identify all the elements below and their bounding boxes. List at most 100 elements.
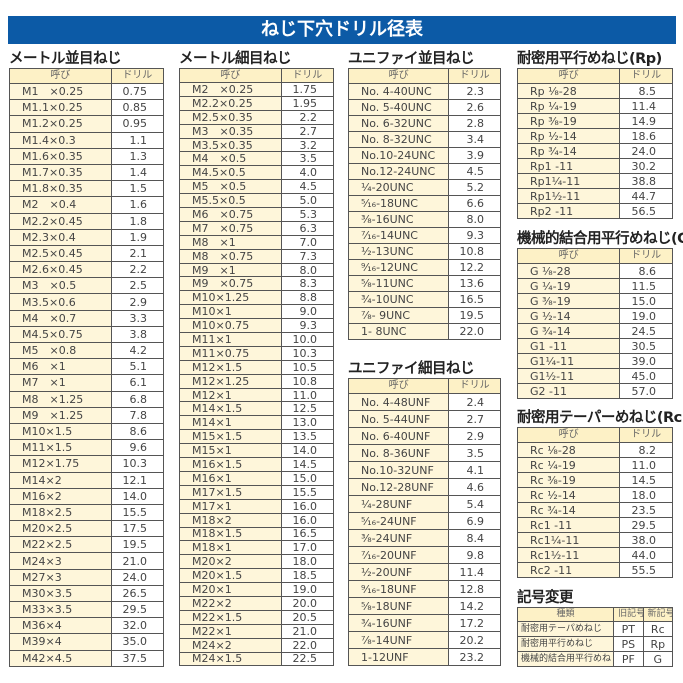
table-row: Rc ³⁄₈-19 14.5 <box>516 472 673 488</box>
table-row: M22×1 21.0 <box>179 623 335 639</box>
nominal-size: G ³⁄₄-14 <box>516 323 621 339</box>
table-row: M16×1.5 14.5 <box>179 457 335 472</box>
nominal-size: Rc ³⁄₄-14 <box>516 502 621 518</box>
nominal-size: M12×1 <box>179 387 282 403</box>
drill-diameter: 6.9 <box>448 512 501 530</box>
table-row: M8 ×1.25 6.8 <box>9 390 165 408</box>
table-row: ³⁄₈-16UNC 8.0 <box>347 211 501 228</box>
nominal-size: Rc ¹⁄₂-14 <box>516 487 621 503</box>
drill-diameter: 26.5 <box>110 584 165 603</box>
nominal-size: M20×1 <box>179 582 282 597</box>
table-row: ⁵⁄₁₆-18UNC 6.6 <box>347 195 501 212</box>
drill-diameter: 9.8 <box>448 546 501 564</box>
table-row: M20×1 19.0 <box>179 582 335 597</box>
section-heading: 機械的結合用平行めねじ(G) <box>517 231 683 247</box>
nominal-size: M1.7×0.35 <box>9 163 112 182</box>
nominal-size: M18×1 <box>179 540 282 556</box>
table-row: ¹⁄₄-28UNF 5.4 <box>347 495 501 513</box>
nominal-size: M1 ×0.25 <box>9 82 112 101</box>
nominal-size: M18×2 <box>179 512 282 528</box>
drill-diameter: 38.0 <box>619 532 673 548</box>
drill-diameter: 3.4 <box>448 131 501 148</box>
drill-diameter: 17.0 <box>280 540 335 556</box>
drill-diameter: 20.0 <box>280 595 335 611</box>
nominal-size: M2.3×0.4 <box>9 228 112 246</box>
nominal-size: ⁹⁄₁₆-18UNF <box>347 580 450 598</box>
table-row: M2.2×0.45 1.8 <box>9 212 165 230</box>
table-row: G ¹⁄₄-19 11.5 <box>516 278 673 294</box>
drill-diameter: 0.95 <box>110 115 165 133</box>
table-row: Rp1 -11 30.2 <box>516 158 673 174</box>
nominal-size: 1-12UNF <box>347 648 450 666</box>
thread-table-section: ユニファイ細目ねじ 呼び ドリル No. 4-48UNF 2.4 No. 5-44UNF… <box>347 361 501 666</box>
nominal-size: M9 ×1 <box>179 262 282 278</box>
nominal-size: M7 ×1 <box>9 374 112 392</box>
nominal-size: M14×1.5 <box>179 401 282 417</box>
nominal-size: M12×1.5 <box>179 359 282 375</box>
nominal-size: No.10-24UNC <box>347 147 450 164</box>
nominal-size: M8 ×1 <box>179 234 282 250</box>
table-row: No. 8-36UNF 3.5 <box>347 444 501 462</box>
nominal-size: ³⁄₈-16UNC <box>347 211 450 228</box>
drill-diameter: 5.2 <box>448 179 501 196</box>
table-header: 呼び ドリル <box>516 68 673 84</box>
table-row: M12×1.75 10.3 <box>9 455 165 473</box>
nominal-size: M22×1.5 <box>179 609 282 625</box>
drill-diameter: 57.0 <box>619 383 673 399</box>
nominal-size: ³⁄₄-10UNC <box>347 291 450 308</box>
nominal-size: M9 ×1.25 <box>9 406 112 424</box>
table-row: M11×1.5 9.6 <box>9 439 165 457</box>
header-drill: ドリル <box>619 68 673 84</box>
drill-diameter: 21.0 <box>110 552 165 570</box>
nominal-size: Rp ¹⁄₈-28 <box>516 83 621 99</box>
table-row: G1¹⁄₄-11 39.0 <box>516 353 673 369</box>
nominal-size: M2.2×0.25 <box>179 95 282 111</box>
table-row: ⁷⁄₈- 9UNC 19.5 <box>347 307 501 324</box>
drill-diameter: 37.5 <box>110 649 165 667</box>
nominal-size: M10×0.75 <box>179 318 282 334</box>
nominal-size: M10×1.5 <box>9 422 112 441</box>
drill-diameter: 7.3 <box>280 248 335 264</box>
drill-diameter: 12.5 <box>280 401 335 417</box>
nominal-size: M16×1 <box>179 470 282 486</box>
table-row: No. 6-32UNC 2.8 <box>347 115 501 132</box>
drill-diameter: 5.0 <box>280 193 335 209</box>
table-row: ¹⁄₂-20UNF 11.4 <box>347 563 501 581</box>
drill-diameter: 10.3 <box>280 345 335 361</box>
table-row: No.10-24UNC 3.9 <box>347 147 501 164</box>
table-row: M18×1 17.0 <box>179 540 335 556</box>
nominal-size: M20×2 <box>179 554 282 570</box>
nominal-size: ⁷⁄₁₆-14UNC <box>347 227 450 244</box>
nominal-size: M14×2 <box>9 471 112 489</box>
table-row: M24×2 22.0 <box>179 637 335 653</box>
table-row: M17×1.5 15.5 <box>179 484 335 500</box>
table-header: 呼び ドリル <box>516 248 673 264</box>
drill-diameter: 22.0 <box>280 637 335 653</box>
drill-diameter: 11.5 <box>619 278 673 294</box>
thread-table-section: メートル並目ねじ 呼び ドリル M1 ×0.25 0.75 M1.1×0.25 0.85 M… <box>9 51 165 667</box>
nominal-size: Rp2 -11 <box>516 203 621 219</box>
drill-diameter: 11.0 <box>619 457 673 473</box>
drill-diameter: 12.2 <box>448 259 501 276</box>
drill-diameter: 38.8 <box>619 173 673 189</box>
drill-diameter: 4.5 <box>448 163 501 180</box>
nominal-size: ⁵⁄₈-11UNC <box>347 275 450 292</box>
table-row: M2.5×0.35 2.2 <box>179 109 335 125</box>
table-row: M24×3 21.0 <box>9 552 165 570</box>
table-row: M9 ×0.75 8.3 <box>179 276 335 292</box>
drill-diameter: 5.1 <box>110 358 165 376</box>
table-row: Rp ³⁄₈-19 14.9 <box>516 113 673 129</box>
drill-size-table: 呼び ドリル No. 4-48UNF 2.4 No. 5-44UNF 2.7 No. 6-4… <box>347 378 501 666</box>
nominal-size: Rc ¹⁄₄-19 <box>516 457 621 473</box>
nominal-size: Rp ³⁄₈-19 <box>516 113 621 129</box>
drill-size-table: 呼び ドリル G ¹⁄₈-28 8.6 G ¹⁄₄-19 11.5 G ³⁄₈-19 15.0… <box>516 248 673 399</box>
header-cell: 旧記号 <box>613 607 644 622</box>
nominal-size: M20×2.5 <box>9 520 112 538</box>
drill-diameter: 10.0 <box>280 332 335 347</box>
nominal-size: M22×2.5 <box>9 536 112 554</box>
table-row: M7 ×1 6.1 <box>9 374 165 392</box>
drill-diameter: 1.1 <box>110 131 165 149</box>
table-row: ⁹⁄₁₆-12UNC 12.2 <box>347 259 501 276</box>
nominal-size: M16×2 <box>9 487 112 505</box>
symbol-change-table: 種類 旧記号 新記号 耐密用テーパめねじ PT Rc 耐密用平行めねじ PS Rp 機械的結合用平… <box>516 607 674 667</box>
